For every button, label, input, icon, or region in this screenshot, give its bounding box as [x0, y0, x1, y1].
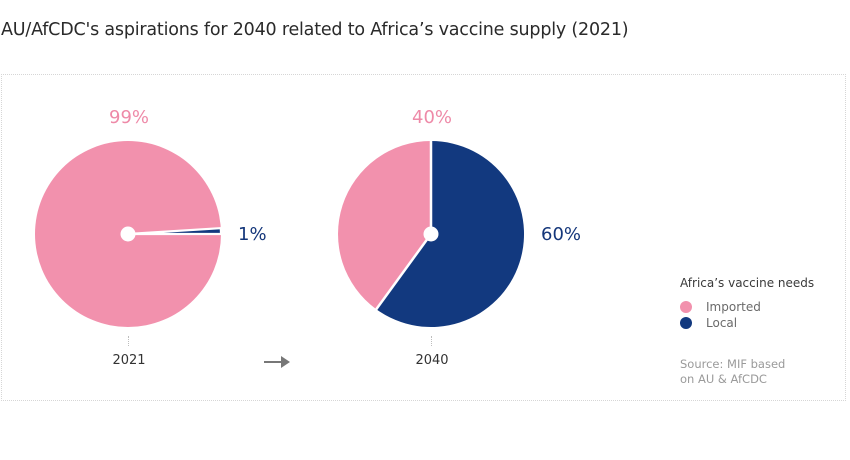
pie-2040-imported-label: 40% [412, 107, 453, 128]
pie-2040-tick [431, 336, 432, 346]
pie-2040-imported-slice [338, 141, 431, 310]
legend-swatch-local-icon [680, 317, 692, 329]
pie-2021-local-label: 1% [238, 224, 267, 245]
pie-2021-center-hole [120, 226, 136, 242]
source-line-1: Source: MIF based [680, 357, 786, 371]
pie-2040-local-label: 60% [541, 224, 582, 245]
pie-2021-local-slice [127, 227, 223, 236]
pie-2021-year: 2021 [112, 353, 146, 368]
pie-2021 [35, 141, 223, 327]
chart-title: AU/AfCDC's aspirations for 2040 related … [1, 20, 629, 40]
source-line-2: on AU & AfCDC [680, 372, 767, 386]
chart-frame [1, 74, 846, 401]
pie-2040-center-hole [423, 226, 439, 242]
pie-2040-separator [374, 233, 433, 311]
arrow-right-icon [264, 356, 290, 368]
pie-2021-tick [128, 336, 129, 346]
legend-label-imported: Imported [706, 300, 761, 314]
legend-label-local: Local [706, 316, 738, 330]
legend-swatch-imported-icon [680, 301, 692, 313]
pie-2021-imported-label: 99% [109, 107, 150, 128]
pie-2040-year: 2040 [415, 353, 449, 368]
source-note: Source: MIF based on AU & AfCDC [680, 357, 830, 387]
pie-2040 [338, 140, 525, 327]
legend-title: Africa’s vaccine needs [680, 276, 815, 290]
pie-2040-local-slice [376, 141, 525, 327]
legend-item-imported: Imported [680, 299, 814, 315]
legend: Africa’s vaccine needs Imported Local [680, 276, 814, 331]
legend-item-local: Local [680, 315, 814, 331]
